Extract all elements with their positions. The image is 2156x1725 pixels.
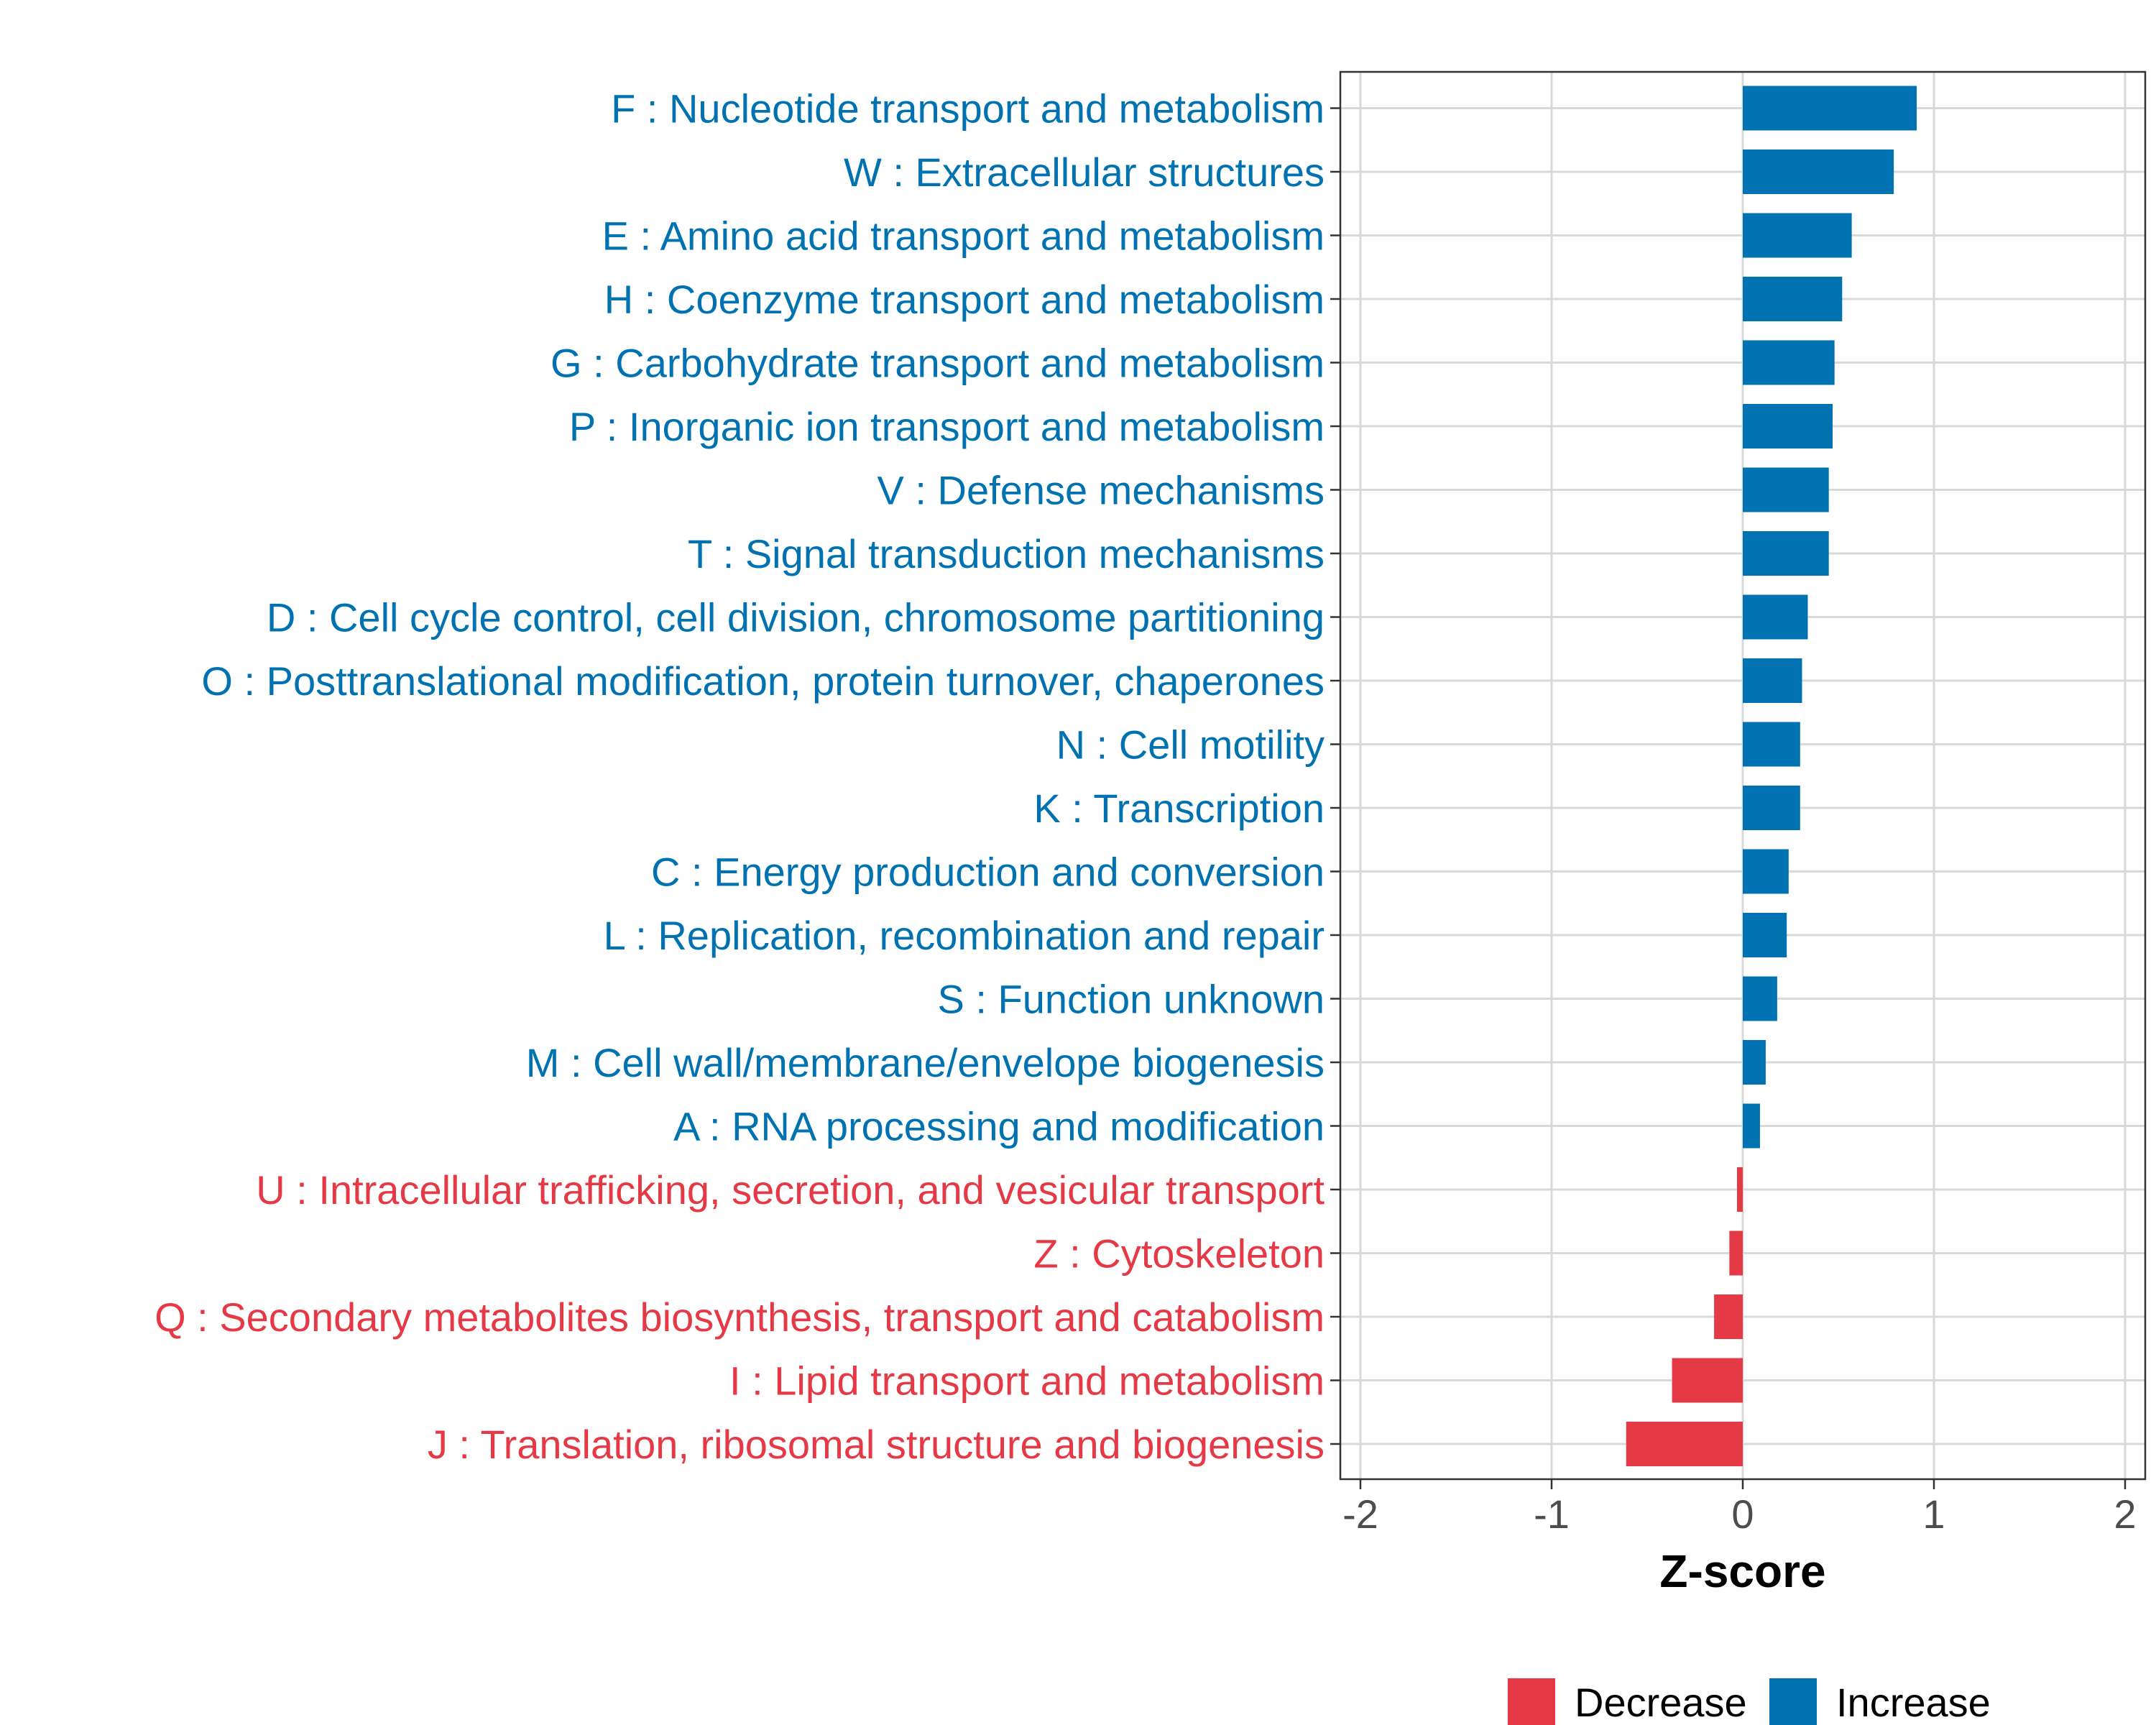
bar: [1743, 213, 1852, 258]
category-label: C : Energy production and conversion: [651, 850, 1325, 895]
bar: [1737, 1167, 1743, 1212]
category-label: K : Transcription: [1033, 786, 1325, 831]
bar: [1743, 404, 1833, 448]
x-tick-label: -1: [1534, 1491, 1570, 1537]
category-label: Z : Cytoskeleton: [1033, 1231, 1325, 1276]
category-label: L : Replication, recombination and repai…: [604, 913, 1325, 958]
category-label: P : Inorganic ion transport and metaboli…: [569, 404, 1325, 449]
x-axis-title: Z-score: [1659, 1545, 1825, 1597]
category-label: E : Amino acid transport and metabolism: [602, 213, 1325, 259]
legend-label-increase: Increase: [1836, 1680, 1991, 1725]
y-axis-ticks: F : Nucleotide transport and metabolism W…: [155, 86, 1340, 1467]
bar: [1743, 594, 1808, 640]
bar: [1714, 1294, 1743, 1339]
category-label: O : Posttranslational modification, prot…: [201, 658, 1325, 704]
x-tick-label: 1: [1922, 1491, 1945, 1537]
category-label: A : RNA processing and modification: [673, 1104, 1325, 1149]
bar: [1743, 849, 1789, 894]
legend: Decrease Increase: [1508, 1678, 1991, 1725]
bar: [1743, 150, 1894, 194]
category-label: J : Translation, ribosomal structure and…: [428, 1422, 1325, 1467]
bar: [1743, 1040, 1766, 1085]
category-label: M : Cell wall/membrane/envelope biogenes…: [526, 1040, 1325, 1085]
category-label: W : Extracellular structures: [844, 150, 1325, 195]
category-label: Q : Secondary metabolites biosynthesis, …: [155, 1294, 1325, 1340]
category-label: N : Cell motility: [1056, 722, 1325, 768]
bar: [1743, 658, 1802, 703]
category-label: H : Coenzyme transport and metabolism: [604, 277, 1325, 322]
category-label: G : Carbohydrate transport and metabolis…: [550, 341, 1325, 386]
bar: [1729, 1230, 1743, 1276]
category-label: S : Function unknown: [937, 977, 1325, 1022]
bars: [1626, 86, 1917, 1466]
category-label: F : Nucleotide transport and metabolism: [611, 86, 1325, 132]
bar: [1743, 976, 1777, 1021]
legend-swatch-increase: [1769, 1678, 1817, 1725]
bar: [1743, 786, 1800, 830]
x-axis-ticks: -2 -1 0 1 2: [1342, 1479, 2137, 1537]
legend-swatch-decrease: [1508, 1678, 1555, 1725]
x-tick-label: 0: [1731, 1491, 1754, 1537]
x-tick-label: -2: [1342, 1491, 1378, 1537]
category-label: V : Defense mechanisms: [877, 468, 1325, 513]
category-label: D : Cell cycle control, cell division, c…: [267, 595, 1325, 640]
bar: [1626, 1422, 1743, 1466]
bar: [1743, 277, 1843, 321]
bar: [1672, 1358, 1743, 1403]
category-label: T : Signal transduction mechanisms: [688, 531, 1325, 576]
bar: [1743, 1103, 1760, 1149]
category-label: I : Lipid transport and metabolism: [729, 1358, 1325, 1404]
x-tick-label: 2: [2114, 1491, 2136, 1537]
category-label: U : Intracellular trafficking, secretion…: [256, 1167, 1325, 1213]
bar: [1743, 340, 1835, 385]
bar: [1743, 467, 1829, 512]
legend-label-decrease: Decrease: [1575, 1680, 1747, 1725]
bar: [1743, 531, 1829, 576]
bar: [1743, 86, 1917, 131]
bar: [1743, 913, 1787, 957]
bar: [1743, 722, 1800, 767]
